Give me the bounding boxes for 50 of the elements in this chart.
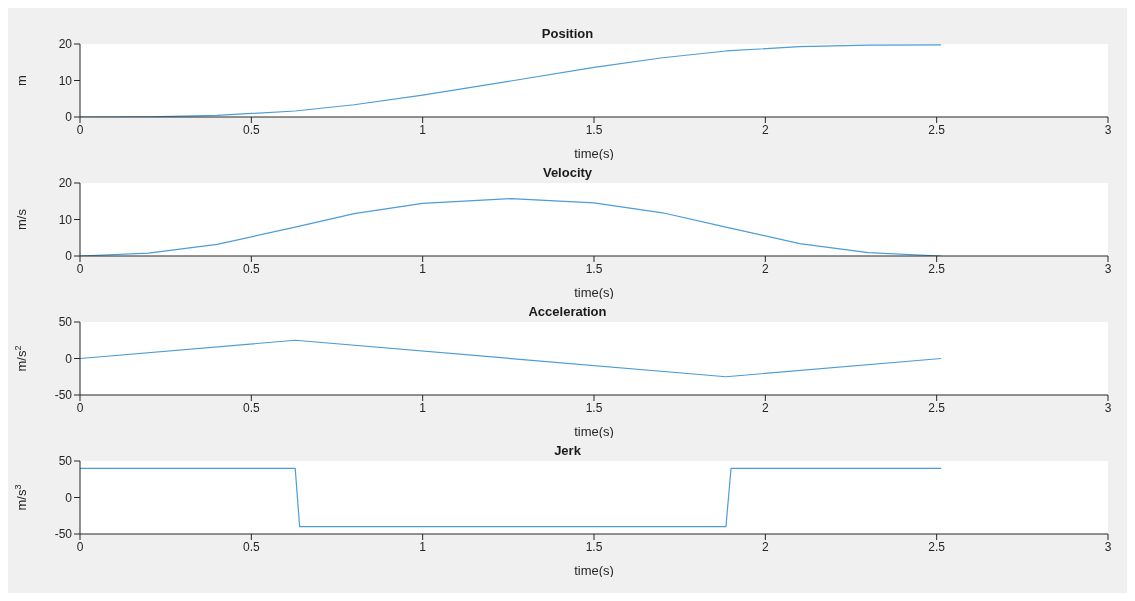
x-tick-label: 0.5 (242, 400, 260, 415)
x-tick-label: 2 (761, 261, 769, 276)
x-tick-label: 0 (76, 400, 84, 415)
x-tick-label: 2.5 (928, 122, 946, 137)
x-axis-title: time(s) (574, 563, 614, 578)
x-tick-label: 1.5 (585, 400, 603, 415)
x-tick-label: 0.5 (242, 261, 260, 276)
y-tick-label: 20 (58, 176, 73, 191)
y-tick-label: -50 (54, 388, 73, 403)
x-tick-label: 3 (1104, 539, 1112, 554)
x-tick-label: 1.5 (585, 122, 603, 137)
x-tick-label: 3 (1104, 122, 1112, 137)
x-axis-title: time(s) (574, 424, 614, 439)
x-tick-label: 0 (76, 261, 84, 276)
chart-title: Jerk (554, 443, 581, 458)
y-tick-label: 20 (58, 37, 73, 52)
y-axis-title: m/s (14, 208, 29, 230)
y-tick-label: 0 (65, 249, 73, 264)
x-tick-label: 2 (761, 539, 769, 554)
x-tick-label: 2.5 (928, 539, 946, 554)
y-tick-label: 10 (58, 73, 73, 88)
y-tick-label: 0 (65, 490, 73, 505)
chart-title: Acceleration (528, 304, 607, 319)
x-tick-label: 1 (419, 122, 427, 137)
y-tick-label: -50 (54, 527, 73, 542)
x-tick-label: 1 (419, 539, 427, 554)
y-tick-label: 10 (58, 212, 73, 227)
x-tick-label: 2 (761, 122, 769, 137)
x-tick-label: 0 (76, 539, 84, 554)
x-tick-label: 0 (76, 122, 84, 137)
x-axis-title: time(s) (574, 146, 614, 161)
y-tick-label: 0 (65, 110, 73, 125)
x-tick-label: 1.5 (585, 539, 603, 554)
x-tick-label: 2.5 (928, 400, 946, 415)
x-axis-title: time(s) (574, 285, 614, 300)
y-axis-title: m (14, 75, 29, 86)
x-tick-label: 2 (761, 400, 769, 415)
x-tick-label: 3 (1104, 261, 1112, 276)
x-tick-label: 2.5 (928, 261, 946, 276)
x-tick-label: 3 (1104, 400, 1112, 415)
x-tick-label: 1 (419, 261, 427, 276)
x-tick-label: 0.5 (242, 122, 260, 137)
y-tick-label: 50 (58, 454, 73, 469)
chart-title: Position (541, 26, 594, 41)
x-tick-label: 1 (419, 400, 427, 415)
y-tick-label: 50 (58, 315, 73, 330)
x-tick-label: 1.5 (585, 261, 603, 276)
chart-title: Velocity (542, 165, 593, 180)
y-tick-label: 0 (65, 351, 73, 366)
x-tick-label: 0.5 (242, 539, 260, 554)
